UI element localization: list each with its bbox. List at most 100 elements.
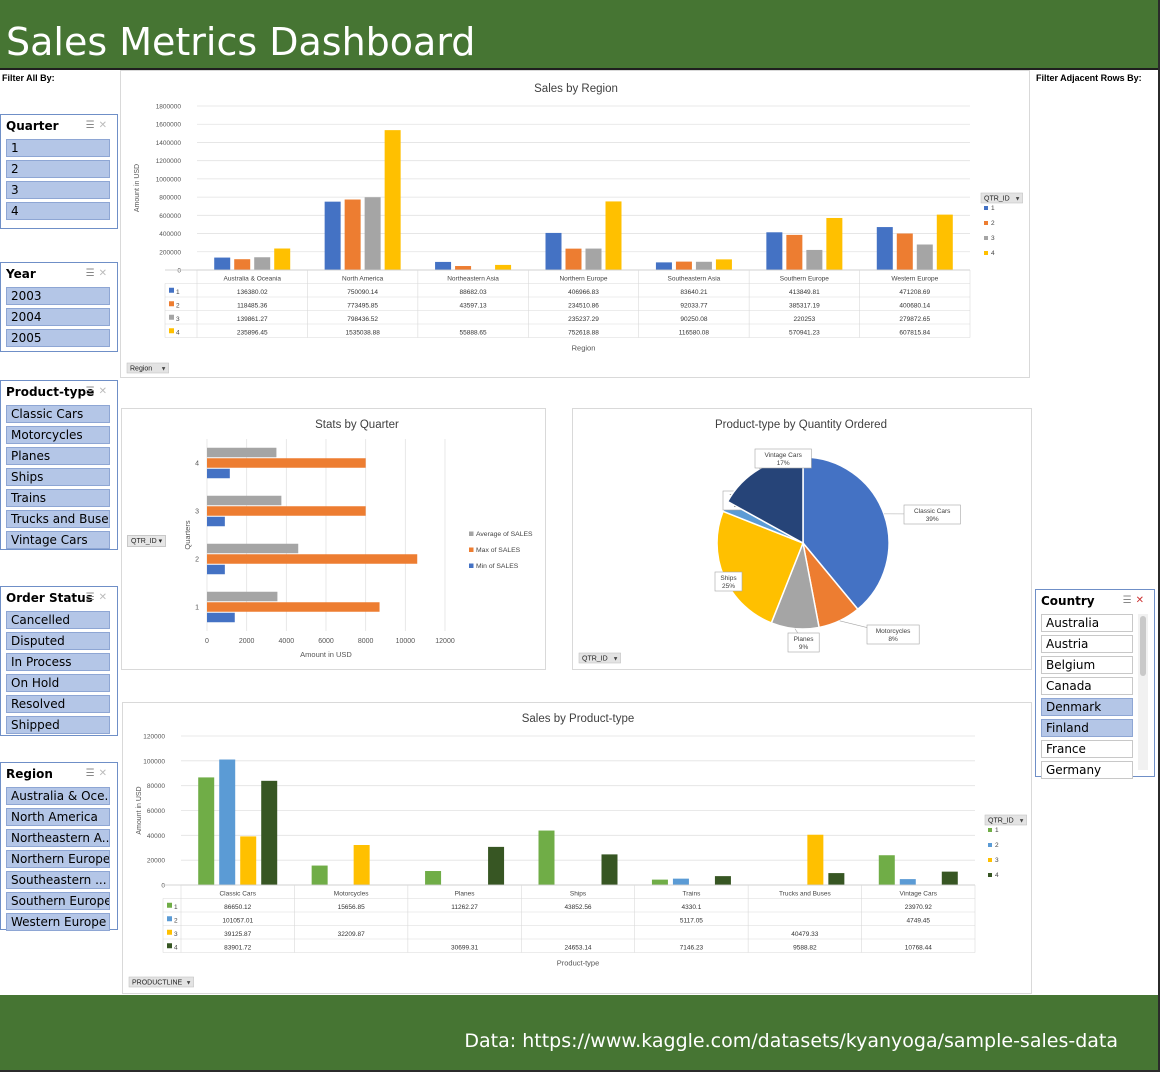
- slicer-item-country[interactable]: Belgium: [1041, 656, 1133, 674]
- pie-label-box: [714, 571, 743, 592]
- legend-label: Average of SALES: [476, 531, 533, 538]
- clear-filter-icon[interactable]: ✕: [1135, 595, 1148, 606]
- multi-select-icon[interactable]: ☰: [85, 268, 99, 279]
- slicer-item-year[interactable]: 2003: [6, 287, 110, 305]
- slicer-item-product-type[interactable]: Planes: [6, 447, 110, 465]
- slicer-item-region[interactable]: North America: [6, 808, 110, 826]
- bar: [651, 879, 668, 885]
- data-source-text: Data: https://www.kaggle.com/datasets/ky…: [464, 1030, 1118, 1052]
- slicer-item-country[interactable]: Germany: [1041, 761, 1133, 779]
- field-filter-button[interactable]: Region ▼: [126, 362, 169, 374]
- slicer-item-product-type[interactable]: Trains: [6, 489, 110, 507]
- legend-filter-button-text: QTR_ID: [984, 196, 1010, 203]
- x-tick-label: Trucks and Buses: [779, 891, 832, 898]
- x-tick-label: Ships: [570, 891, 587, 898]
- x-tick-label: Southern Europe: [780, 276, 830, 283]
- scroll-thumb[interactable]: [1140, 616, 1146, 676]
- slicer-scrollbar[interactable]: [1138, 614, 1148, 770]
- bar: [311, 865, 328, 885]
- data-label: 88682.03: [460, 289, 487, 296]
- slicer-item-region[interactable]: Southern Europe: [6, 892, 110, 910]
- bar: [384, 130, 401, 270]
- slicer-item-order-status[interactable]: Shipped: [6, 716, 110, 734]
- slicer-item-product-type[interactable]: Motorcycles: [6, 426, 110, 444]
- slicer-item-country[interactable]: Finland: [1041, 719, 1133, 737]
- slicer-item-product-type[interactable]: Classic Cars: [6, 405, 110, 423]
- data-label: 9588.82: [793, 945, 817, 952]
- slicer-item-quarter[interactable]: 2: [6, 160, 110, 178]
- series-label: 3: [176, 316, 180, 323]
- series-label: 3: [174, 931, 178, 938]
- slicer-item-quarter[interactable]: 3: [6, 181, 110, 199]
- slicer-item-product-type[interactable]: Vintage Cars: [6, 531, 110, 549]
- multi-select-icon[interactable]: ☰: [85, 120, 99, 131]
- legend-filter-button[interactable]: QTR_ID ▼: [980, 192, 1023, 204]
- slicer-item-year[interactable]: 2005: [6, 329, 110, 347]
- clear-filter-icon[interactable]: ✕: [98, 120, 111, 131]
- bar: [455, 266, 472, 270]
- slicer-item-order-status[interactable]: Disputed: [6, 632, 110, 650]
- multi-select-icon[interactable]: ☰: [85, 768, 99, 779]
- y-axis-label: Quarters: [183, 520, 192, 549]
- slicer-item-region[interactable]: Northern Europe: [6, 850, 110, 868]
- sales-by-product-chart: Sales by Product-type 0 20000 40000 60000 800…: [128, 713, 1027, 988]
- slicer-item-region[interactable]: Northeastern A...: [6, 829, 110, 847]
- qtr-filter-button[interactable]: QTR_ID ▾: [127, 535, 167, 547]
- product-type-slicer: Product-type ☰✕ Classic Cars Motorcycles Pla…: [0, 380, 118, 550]
- slicer-item-quarter[interactable]: 4: [6, 202, 110, 220]
- slicer-item-order-status[interactable]: Resolved: [6, 695, 110, 713]
- slicer-item-country[interactable]: France: [1041, 740, 1133, 758]
- bar: [565, 248, 582, 270]
- data-label: 83901.72: [224, 945, 251, 952]
- pie-filter-button[interactable]: QTR_ID ▼: [578, 652, 621, 664]
- legend-filter-button[interactable]: QTR_ID ▼: [984, 814, 1027, 826]
- slicer-item-region[interactable]: Southeastern ...: [6, 871, 110, 889]
- clear-filter-icon[interactable]: ✕: [98, 268, 111, 279]
- pie-label-box: [903, 504, 961, 525]
- slicer-item-order-status[interactable]: Cancelled: [6, 611, 110, 629]
- field-filter-button[interactable]: PRODUCTLINE ▼: [128, 976, 194, 988]
- product-type-pie-panel: Product-type by Quantity Ordered Classic …: [572, 408, 1032, 670]
- x-tick-label: 4000: [279, 638, 295, 645]
- field-filter-button-box: [128, 976, 194, 988]
- clear-filter-icon[interactable]: ✕: [98, 386, 111, 397]
- slicer-item-country[interactable]: Canada: [1041, 677, 1133, 695]
- data-label: 471208.69: [899, 289, 930, 296]
- y-tick-label: 3: [195, 509, 199, 516]
- bar: [254, 257, 271, 270]
- clear-filter-icon[interactable]: ✕: [98, 592, 111, 603]
- slicer-item-quarter[interactable]: 1: [6, 139, 110, 157]
- slicer-item-product-type[interactable]: Ships: [6, 468, 110, 486]
- data-label: 139861.27: [237, 316, 268, 323]
- y-axis-label: Amount in USD: [136, 786, 143, 834]
- y-tick-label: 1600000: [156, 122, 182, 129]
- slicer-item-order-status[interactable]: On Hold: [6, 674, 110, 692]
- slicer-item-order-status[interactable]: In Process: [6, 653, 110, 671]
- bar: [207, 506, 366, 516]
- pie-percent: 39%: [926, 516, 939, 523]
- slicer-item-region[interactable]: Western Europe: [6, 913, 110, 931]
- slicer-item-region[interactable]: Australia & Oce...: [6, 787, 110, 805]
- multi-select-icon[interactable]: ☰: [85, 386, 99, 397]
- legend-key: [988, 843, 992, 847]
- multi-select-icon[interactable]: ☰: [1122, 595, 1136, 606]
- legend-key: [167, 929, 172, 935]
- multi-select-icon[interactable]: ☰: [85, 592, 99, 603]
- slicer-icons: ☰✕: [1123, 595, 1148, 606]
- y-tick-label: 60000: [147, 808, 165, 815]
- slicer-item-year[interactable]: 2004: [6, 308, 110, 326]
- slicer-item-country[interactable]: Denmark: [1041, 698, 1133, 716]
- legend-label: 2: [995, 842, 999, 849]
- slicer-item-product-type[interactable]: Trucks and Buses: [6, 510, 110, 528]
- legend-filter-button-box: [980, 192, 1023, 204]
- clear-filter-icon[interactable]: ✕: [98, 768, 111, 779]
- slicer-item-country[interactable]: Austria: [1041, 635, 1133, 653]
- pie-slice: [802, 456, 890, 611]
- bar: [899, 879, 916, 885]
- x-axis-label: Region: [572, 344, 596, 353]
- slicer-item-country[interactable]: Australia: [1041, 614, 1133, 632]
- y-tick-label: 40000: [147, 833, 165, 840]
- data-label: 55888.65: [460, 330, 487, 337]
- data-label: 118485.36: [237, 303, 268, 310]
- data-label: 570941.23: [789, 330, 820, 337]
